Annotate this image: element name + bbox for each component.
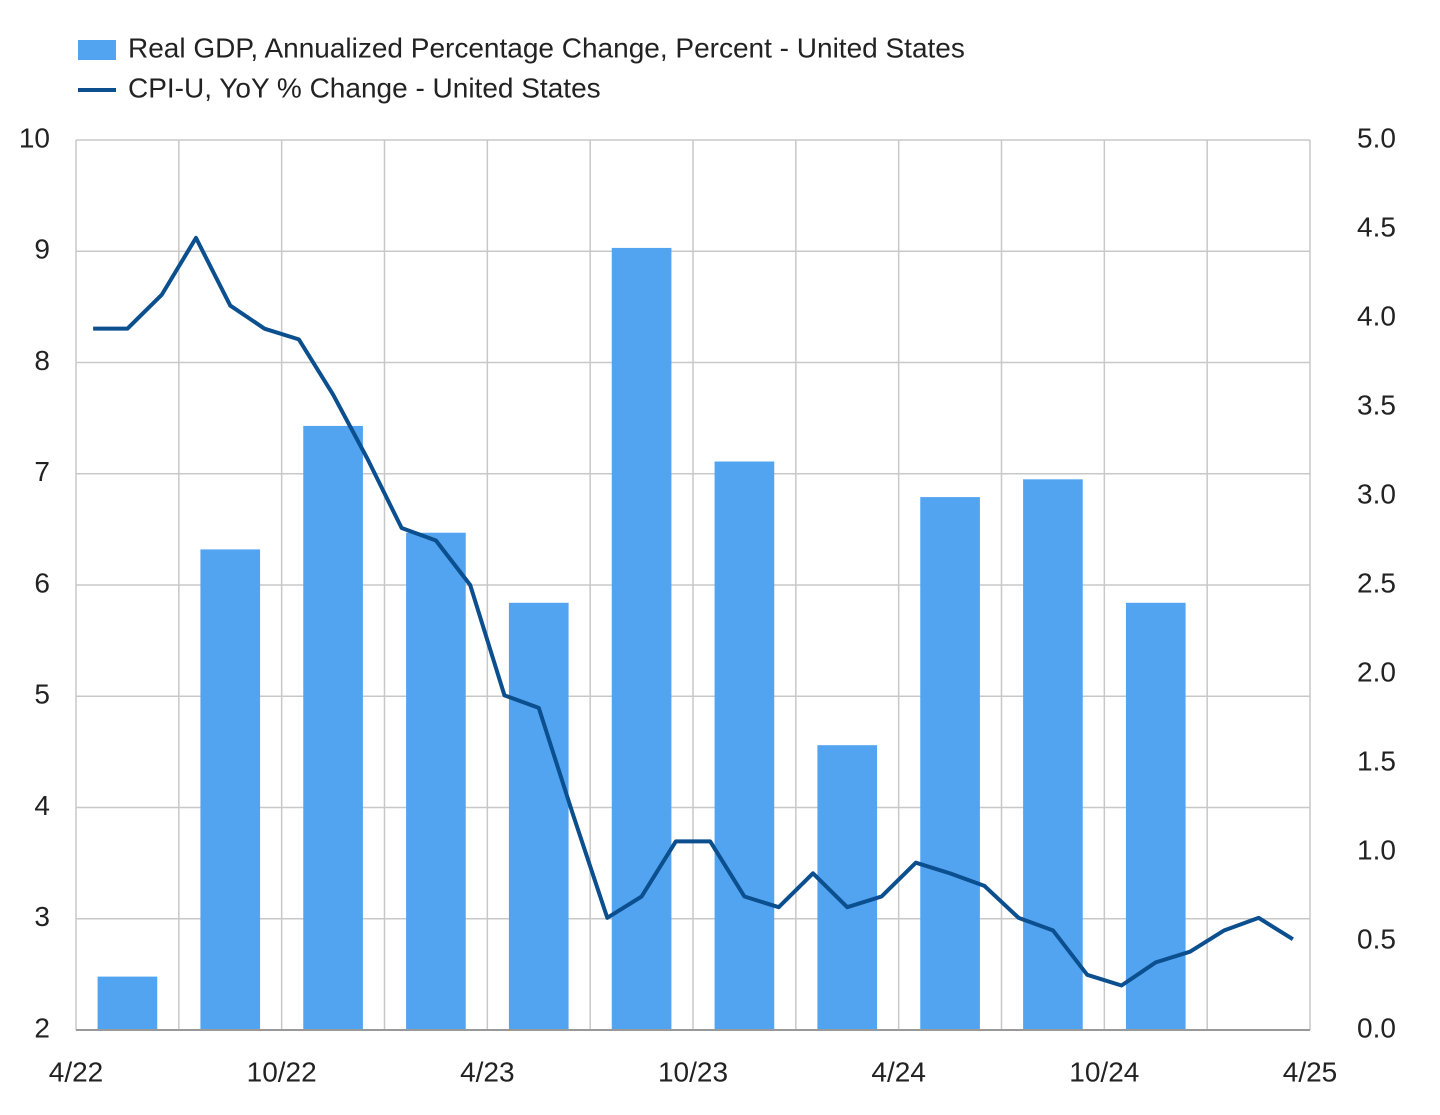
bar [508,602,569,1030]
y2-tick-label: 1.5 [1357,745,1396,776]
y2-tick-label: 3.0 [1357,478,1396,509]
bar [920,497,980,1030]
y-tick-label: 2 [34,1012,50,1043]
y-tick-label: 8 [34,345,50,376]
bar [714,461,775,1030]
line [93,235,1294,988]
legend-label: Real GDP, Annualized Percentage Change, … [128,32,965,63]
bar [200,549,261,1030]
y2-tick-label: 2.5 [1357,567,1396,598]
y-tick-label: 5 [34,679,50,710]
bar [1023,479,1083,1030]
y2-tick-label: 4.5 [1357,211,1396,242]
x-tick-label: 4/23 [460,1056,515,1087]
y2-tick-label: 1.0 [1357,834,1396,865]
legend-swatch [78,40,116,60]
y-tick-label: 7 [34,456,50,487]
legend-label: CPI-U, YoY % Change - United States [128,72,601,103]
y-tick-label: 3 [34,901,50,932]
bar [303,425,363,1031]
y-tick-label: 9 [34,234,50,265]
bar [406,532,466,1030]
y2-tick-label: 0.0 [1357,1012,1396,1043]
x-tick-label: 4/24 [871,1056,926,1087]
y2-tick-label: 2.0 [1357,656,1396,687]
x-tick-label: 10/23 [658,1056,728,1087]
y-tick-label: 10 [19,122,50,153]
x-tick-label: 4/25 [1283,1056,1338,1087]
y-tick-label: 6 [34,567,50,598]
y-tick-label: 4 [34,790,50,821]
y2-tick-label: 3.5 [1357,389,1396,420]
x-tick-label: 4/22 [49,1056,104,1087]
y2-tick-label: 0.5 [1357,923,1396,954]
y2-tick-label: 5.0 [1357,122,1396,153]
x-tick-label: 10/22 [247,1056,317,1087]
y2-tick-label: 4.0 [1357,300,1396,331]
bar [97,976,158,1030]
x-tick-label: 10/24 [1069,1056,1139,1087]
bar [611,247,672,1031]
bar [1125,602,1186,1030]
